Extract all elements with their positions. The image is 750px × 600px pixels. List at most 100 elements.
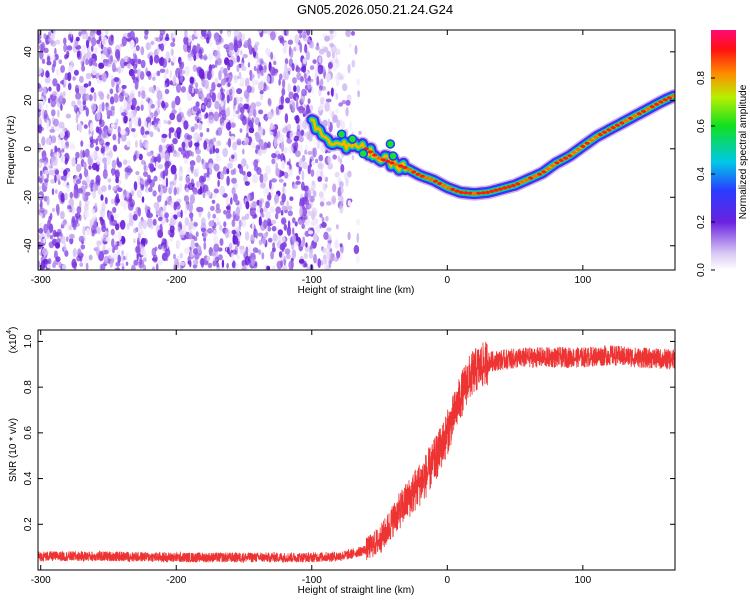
spectrogram-cell [64,152,70,163]
spectrogram-cell [171,109,177,115]
spectrogram-cell [69,191,74,199]
spectrogram-cell [223,67,228,76]
spectrogram-cell [223,221,227,228]
ridge-lobe [385,139,396,149]
spectrogram-x-ticks: -300 -200 -100 0 100 [31,30,592,286]
x-tick-label: 100 [574,575,591,586]
spectrogram-cell [198,248,202,254]
snr-y-label: SNR (10 * v/v) [8,418,19,482]
spectrogram-cell [231,187,236,195]
spectrogram-cell [165,51,171,62]
spectrogram-cell [264,115,268,122]
spectrogram-cell [133,259,139,266]
spectrogram-cell [67,82,72,91]
spectrogram-cell [185,199,189,209]
spectrogram-cell [303,185,309,192]
spectrogram-cell [231,154,235,160]
spectrogram-cell [241,216,247,221]
spectrogram-cell [188,221,194,230]
spectrogram-cell [309,104,314,112]
spectrogram-cell [287,205,293,211]
spectrogram-cell [310,169,315,177]
spectrogram-cell [239,77,245,84]
spectrogram-cell [49,212,53,221]
spectrogram-cell [226,141,230,146]
spectrogram-cell [295,114,300,124]
spectrogram-cell [81,65,86,72]
spectrogram-cell [242,264,247,270]
spectrogram-cell [110,55,113,62]
colorbar-label: Normalized spectral amplitude [738,84,749,219]
spectrogram-cell [216,127,223,136]
spectrogram-cell [287,39,293,45]
spectrogram-cell [137,58,142,65]
spectrogram-cell [263,232,268,239]
spectrogram-cell [267,111,273,120]
spectrogram-cell [121,266,125,270]
spectrogram-cell [184,150,190,159]
spectrogram-cell [100,263,106,270]
spectrogram-cell [213,188,219,194]
spectrogram-cell [262,173,268,183]
snr-y-ticks: 0.2 0.4 0.6 0.8 1.0 [23,334,675,531]
spectrogram-cell [324,102,330,112]
spectrogram-cell [325,98,332,103]
spectrogram-cell [125,191,130,200]
spectrogram-cell [287,220,291,230]
spectrogram-cell [96,109,101,121]
spectrogram-cell [323,46,329,53]
spectrogram-cell [219,30,223,35]
spectrogram-cell [163,238,168,249]
spectrogram-cell [306,131,310,140]
spectrogram-cell [108,127,112,134]
ridge-peak [458,190,464,195]
spectrogram-cell [317,258,321,269]
spectrogram-cell [38,143,42,153]
spectrogram-cell [184,207,188,215]
spectrogram-cell [165,68,169,74]
spectrogram-cell [302,162,308,170]
spectrogram-cell [240,158,247,168]
spectrogram-cell [88,165,92,170]
y-tick-label: 0.2 [23,517,34,531]
spectrogram-cell [281,205,288,211]
spectrogram-cell [246,193,251,202]
spectrogram-cell [213,235,219,246]
spectrogram-cell [123,159,128,166]
ridge-peak [489,189,495,193]
spectrogram-cell [43,223,49,234]
spectrogram-cell [51,109,56,117]
spectrogram-cell [164,167,169,177]
spectrogram-cell [265,165,271,175]
spectrogram-cell [203,172,208,178]
spectrogram-cell [252,173,258,184]
spectrogram-cell [135,45,140,52]
ridge-peak [398,164,404,168]
spectrogram-cell [176,83,181,93]
spectrogram-cell [48,86,52,92]
spectrogram-cell [226,106,231,117]
spectrogram-cell [257,69,261,80]
spectrogram-cell [301,31,307,39]
spectrogram-cell [40,212,43,219]
spectrogram-cell [249,69,253,77]
spectrogram-cell [144,204,148,214]
spectrogram-cell [64,192,68,201]
spectrogram-cell [186,177,191,184]
spectrogram-cell [341,99,346,105]
spectrogram-cell [227,246,230,255]
spectrogram-cell [152,190,157,197]
ridge-peak [432,179,438,183]
spectrogram-cell [173,187,177,196]
spectrogram-cell [309,244,314,249]
spectrogram-cell [102,244,106,252]
spectrogram-cell [207,262,213,268]
ridge-peak [406,168,412,172]
spectrogram-cell [195,32,199,38]
spectrogram-cell [117,254,121,263]
spectrogram-cell [247,44,253,51]
spectrogram-cell [119,201,125,207]
spectrogram-cell [167,145,173,153]
spectrogram-cell [176,186,180,195]
spectrogram-cell [38,174,44,184]
